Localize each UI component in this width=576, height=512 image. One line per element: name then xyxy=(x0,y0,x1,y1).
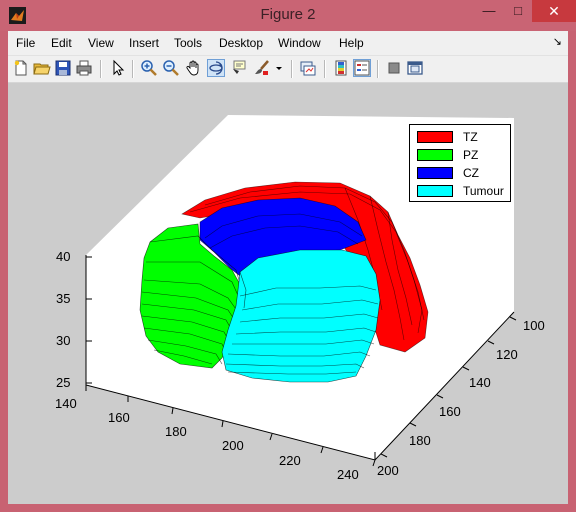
new-figure-icon[interactable] xyxy=(12,59,30,77)
y-tick-label: 140 xyxy=(469,375,491,390)
insert-colorbar-icon[interactable] xyxy=(332,59,350,77)
maximize-button[interactable]: □ xyxy=(514,3,522,18)
toolbar-separator xyxy=(132,60,134,78)
legend-label-cz: CZ xyxy=(463,166,479,180)
menu-tools[interactable]: Tools xyxy=(174,36,203,50)
brush-dropdown-icon[interactable] xyxy=(274,59,284,77)
x-tick-label: 240 xyxy=(337,467,359,482)
window-title: Figure 2 xyxy=(260,6,316,23)
rotate-3d-icon[interactable] xyxy=(207,59,225,77)
dock-arrow-icon[interactable]: ↘ xyxy=(552,36,562,48)
legend-swatch-tumour xyxy=(417,185,453,197)
y-tick-label: 100 xyxy=(523,318,545,333)
y-tick-label: 200 xyxy=(377,463,399,478)
minimize-button[interactable]: — xyxy=(482,3,496,18)
z-tick-label: 30 xyxy=(56,333,71,348)
plot-legend[interactable]: TZ PZ CZ Tumour xyxy=(409,124,511,202)
menu-desktop[interactable]: Desktop xyxy=(219,36,264,50)
zoom-in-icon[interactable] xyxy=(140,59,158,77)
tumour-surface xyxy=(221,249,381,383)
edit-plot-arrow-icon[interactable] xyxy=(109,59,127,77)
z-tick-label: 35 xyxy=(56,291,71,306)
hide-plot-tools-icon[interactable] xyxy=(385,59,403,77)
open-file-icon[interactable] xyxy=(33,59,51,77)
menu-file[interactable]: File xyxy=(16,36,36,50)
zoom-out-icon[interactable] xyxy=(162,59,180,77)
brush-icon[interactable] xyxy=(253,59,271,77)
close-button[interactable]: ✕ xyxy=(532,0,576,22)
x-tick-label: 220 xyxy=(279,453,301,468)
save-icon[interactable] xyxy=(54,59,72,77)
y-tick-label: 180 xyxy=(409,433,431,448)
legend-swatch-tz xyxy=(417,131,453,143)
z-tick-label: 25 xyxy=(56,375,71,390)
legend-swatch-cz xyxy=(417,167,453,179)
toolbar-separator xyxy=(291,60,293,78)
legend-swatch-pz xyxy=(417,149,453,161)
x-tick-marks xyxy=(85,385,376,467)
print-icon[interactable] xyxy=(75,59,93,77)
y-tick-marks xyxy=(380,316,517,458)
toolbar-separator xyxy=(324,60,326,78)
x-tick-label: 200 xyxy=(222,438,244,453)
menu-help[interactable]: Help xyxy=(339,36,364,50)
legend-label-pz: PZ xyxy=(463,148,479,162)
z-tick-label: 40 xyxy=(56,249,71,264)
x-tick-label: 180 xyxy=(165,424,187,439)
menu-window[interactable]: Window xyxy=(278,36,321,50)
menu-view[interactable]: View xyxy=(88,36,114,50)
title-bar[interactable]: Figure 2 — □ ✕ xyxy=(0,0,576,31)
pan-hand-icon[interactable] xyxy=(185,59,203,77)
z-tick-marks xyxy=(86,256,92,384)
figure-toolbar xyxy=(8,56,568,83)
y-tick-label: 160 xyxy=(439,404,461,419)
matlab-logo-icon xyxy=(9,7,26,24)
pz-surface xyxy=(139,223,243,369)
x-tick-label: 160 xyxy=(108,410,130,425)
axes-edge xyxy=(85,255,515,461)
cz-surface xyxy=(199,197,367,281)
toolbar-separator xyxy=(100,60,102,78)
legend-label-tz: TZ xyxy=(463,130,478,144)
menu-insert[interactable]: Insert xyxy=(129,36,160,50)
menu-edit[interactable]: Edit xyxy=(51,36,72,50)
insert-legend-icon[interactable] xyxy=(353,59,371,77)
link-plot-icon[interactable] xyxy=(299,59,317,77)
menu-bar: File Edit View Insert Tools Desktop Wind… xyxy=(8,31,568,56)
y-tick-label: 120 xyxy=(496,347,518,362)
toolbar-separator xyxy=(377,60,379,78)
show-plot-tools-icon[interactable] xyxy=(406,59,424,77)
x-tick-label: 140 xyxy=(55,396,77,411)
legend-label-tumour: Tumour xyxy=(463,184,504,198)
data-cursor-icon[interactable] xyxy=(230,59,248,77)
